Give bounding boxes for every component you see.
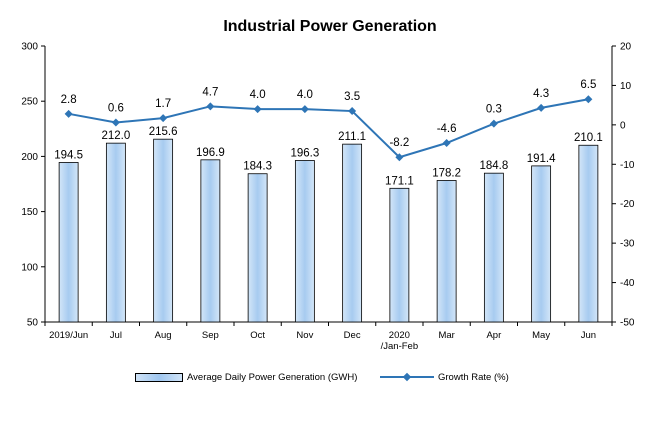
x-tick-label: Oct bbox=[250, 330, 265, 341]
bar bbox=[294, 160, 315, 323]
line-data-label: 0.3 bbox=[486, 104, 502, 116]
line-data-label: 4.3 bbox=[533, 88, 549, 100]
bar bbox=[436, 180, 457, 323]
bar bbox=[342, 143, 363, 323]
line-point bbox=[395, 153, 404, 162]
x-tick-label: 2019/Jun bbox=[49, 330, 88, 341]
line-point bbox=[300, 105, 309, 114]
y-left-tick-label: 50 bbox=[27, 318, 39, 329]
line-data-label: 2.8 bbox=[61, 94, 77, 106]
bar bbox=[200, 159, 221, 323]
line-data-label: 3.5 bbox=[344, 91, 360, 103]
line-point bbox=[584, 95, 593, 104]
chart-title: Industrial Power Generation bbox=[223, 18, 437, 35]
line-point bbox=[489, 119, 498, 128]
line-data-label: 4.7 bbox=[202, 86, 218, 98]
y-right-tick-label: 10 bbox=[620, 81, 632, 92]
growth-line bbox=[68, 98, 589, 159]
bar-data-label: 215.6 bbox=[149, 126, 178, 138]
line-point bbox=[537, 103, 546, 112]
legend: Average Daily Power Generation (GWH) Gro… bbox=[0, 370, 660, 386]
legend-bar-swatch bbox=[135, 372, 183, 382]
bar-data-label: 196.9 bbox=[196, 147, 225, 159]
line-data-label: 4.0 bbox=[250, 89, 266, 101]
y-left-tick-label: 300 bbox=[21, 42, 38, 53]
y-left-tick-label: 250 bbox=[21, 97, 38, 108]
x-tick-label: 2020 bbox=[389, 330, 410, 341]
x-tick-label: Dec bbox=[344, 330, 361, 341]
line-data-label: 6.5 bbox=[580, 79, 596, 91]
bar-data-label: 210.1 bbox=[574, 132, 603, 144]
line-data-label: 4.0 bbox=[297, 89, 313, 101]
y-left-tick-label: 200 bbox=[21, 152, 38, 163]
bar-data-label: 196.3 bbox=[290, 147, 319, 159]
x-tick-label: Aug bbox=[155, 330, 172, 341]
bar bbox=[105, 142, 126, 323]
bar bbox=[58, 162, 79, 323]
line-data-label: 1.7 bbox=[155, 98, 171, 110]
bar-data-label: 211.1 bbox=[338, 131, 366, 143]
bar-data-label: 184.3 bbox=[243, 161, 272, 173]
x-tick-label: Jul bbox=[110, 330, 122, 341]
y-right-tick-label: -50 bbox=[620, 318, 635, 329]
bar bbox=[531, 165, 552, 323]
line-data-label: -8.2 bbox=[389, 137, 409, 149]
line-data-label: 0.6 bbox=[108, 102, 124, 114]
x-tick-label: Apr bbox=[486, 330, 501, 341]
bar-data-label: 171.1 bbox=[385, 175, 414, 187]
bar-data-label: 194.5 bbox=[54, 149, 83, 161]
x-tick-label: Jun bbox=[581, 330, 596, 341]
line-point bbox=[159, 114, 168, 123]
bar-data-label: 191.4 bbox=[527, 153, 556, 165]
legend-label-line: Growth Rate (%) bbox=[438, 371, 509, 383]
x-tick-label: Nov bbox=[296, 330, 313, 341]
bar bbox=[389, 187, 410, 323]
legend-item-line: Growth Rate (%) bbox=[380, 370, 509, 384]
line-point bbox=[442, 138, 451, 147]
line-point bbox=[253, 105, 262, 114]
bar bbox=[578, 144, 599, 323]
bar-data-label: 178.2 bbox=[432, 167, 461, 179]
line-point bbox=[206, 102, 215, 111]
y-right-tick-label: -30 bbox=[620, 239, 635, 250]
line-point bbox=[111, 118, 120, 127]
x-tick-label: Mar bbox=[438, 330, 454, 341]
bar bbox=[247, 173, 268, 323]
y-right-tick-label: -20 bbox=[620, 199, 635, 210]
y-left-tick-label: 100 bbox=[21, 262, 38, 273]
y-right-tick-label: 20 bbox=[620, 42, 632, 53]
bar-data-label: 212.0 bbox=[101, 130, 130, 142]
line-point bbox=[64, 109, 73, 118]
legend-label-bar: Average Daily Power Generation (GWH) bbox=[187, 371, 358, 383]
bar bbox=[153, 138, 174, 323]
bar bbox=[483, 172, 504, 323]
y-right-tick-label: -40 bbox=[620, 278, 635, 289]
y-right-tick-label: 0 bbox=[620, 120, 626, 131]
x-tick-label: Sep bbox=[202, 330, 219, 341]
legend-item-bar: Average Daily Power Generation (GWH) bbox=[135, 370, 357, 384]
x-tick-label: May bbox=[532, 330, 550, 341]
line-point bbox=[348, 107, 357, 116]
bar-data-label: 184.8 bbox=[479, 160, 508, 172]
y-right-tick-label: -10 bbox=[620, 160, 635, 171]
line-data-label: -4.6 bbox=[437, 123, 457, 135]
y-left-tick-label: 150 bbox=[21, 207, 38, 218]
legend-line-swatch bbox=[380, 372, 434, 382]
x-tick-label: /Jan-Feb bbox=[381, 341, 419, 352]
